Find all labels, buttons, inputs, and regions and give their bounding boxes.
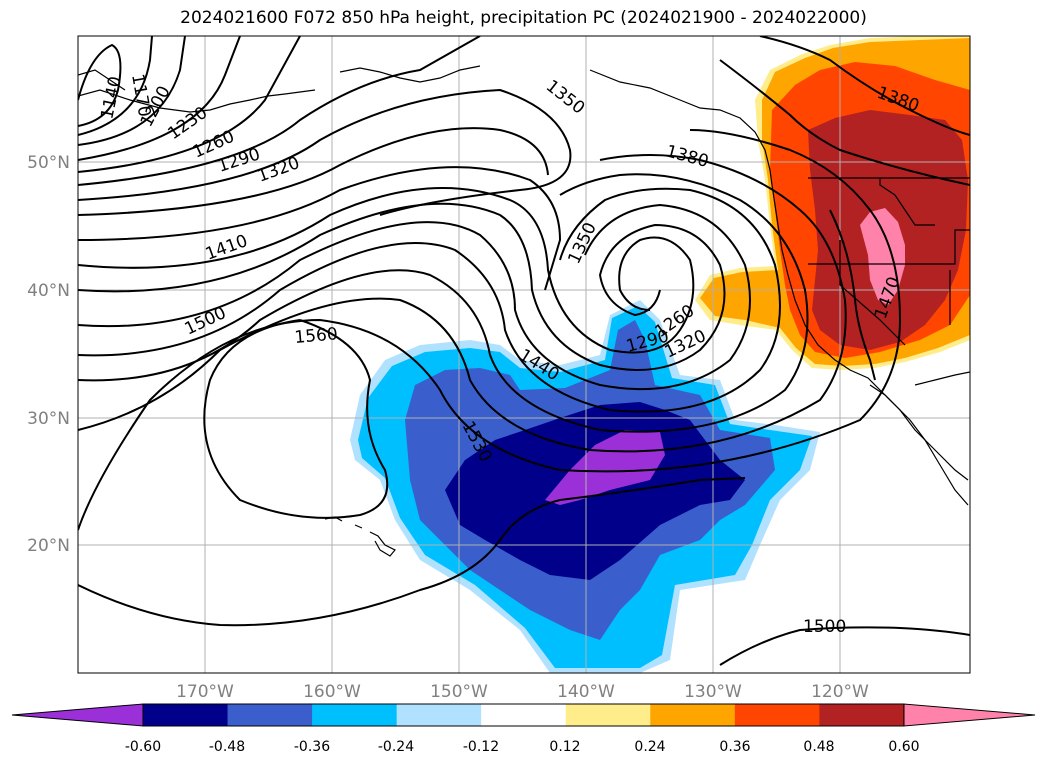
colorbar-cells <box>11 703 1036 727</box>
map-title: 2024021600 F072 850 hPa height, precipit… <box>180 8 867 28</box>
colorbar: -0.60 -0.48 -0.36 -0.24 -0.12 0.12 0.24 … <box>11 703 1036 755</box>
lon-label: 170°W <box>176 682 234 702</box>
colorbar-tick-label: -0.60 <box>125 739 161 755</box>
colorbar-outline <box>142 703 905 727</box>
lat-label: 20°N <box>27 536 70 556</box>
colorbar-cell <box>481 704 567 726</box>
colorbar-tick-label: -0.12 <box>463 739 499 755</box>
colorbar-cell <box>819 704 905 726</box>
colorbar-cell <box>143 704 229 726</box>
colorbar-ticks: -0.60 -0.48 -0.36 -0.24 -0.12 0.12 0.24 … <box>125 739 920 755</box>
colorbar-extend-low <box>11 703 144 727</box>
negative-pc-shading <box>350 300 820 673</box>
lon-label: 150°W <box>430 682 488 702</box>
latitude-labels: 50°N 40°N 30°N 20°N <box>27 153 70 556</box>
colorbar-cell <box>650 704 736 726</box>
colorbar-tick-label: 0.48 <box>803 739 834 755</box>
colorbar-cell <box>312 704 398 726</box>
colorbar-cell <box>396 704 482 726</box>
coastlines <box>78 65 970 557</box>
longitude-labels: 170°W 160°W 150°W 140°W 130°W 120°W <box>176 682 869 702</box>
colorbar-tick-label: 0.60 <box>888 739 919 755</box>
map-frame <box>77 35 971 674</box>
colorbar-extend-high <box>903 703 1036 727</box>
colorbar-cell <box>565 704 651 726</box>
lat-label: 50°N <box>27 153 70 173</box>
colorbar-cell <box>734 704 820 726</box>
colorbar-tick-label: 0.36 <box>719 739 750 755</box>
contour-label: 1560 <box>294 324 339 348</box>
lon-label: 140°W <box>557 682 615 702</box>
lon-label: 130°W <box>684 682 742 702</box>
colorbar-tick-label: 0.24 <box>634 739 665 755</box>
colorbar-tick-label: -0.48 <box>209 739 245 755</box>
colorbar-tick-label: -0.24 <box>378 739 414 755</box>
contour-label: 1500 <box>803 617 846 637</box>
lon-label: 160°W <box>303 682 361 702</box>
lat-label: 30°N <box>27 409 70 429</box>
colorbar-tick-label: 0.12 <box>549 739 580 755</box>
height-contours <box>78 36 970 666</box>
lon-label: 120°W <box>811 682 869 702</box>
lat-label: 40°N <box>27 281 70 301</box>
colorbar-cell <box>227 704 313 726</box>
colorbar-tick-label: -0.36 <box>294 739 330 755</box>
